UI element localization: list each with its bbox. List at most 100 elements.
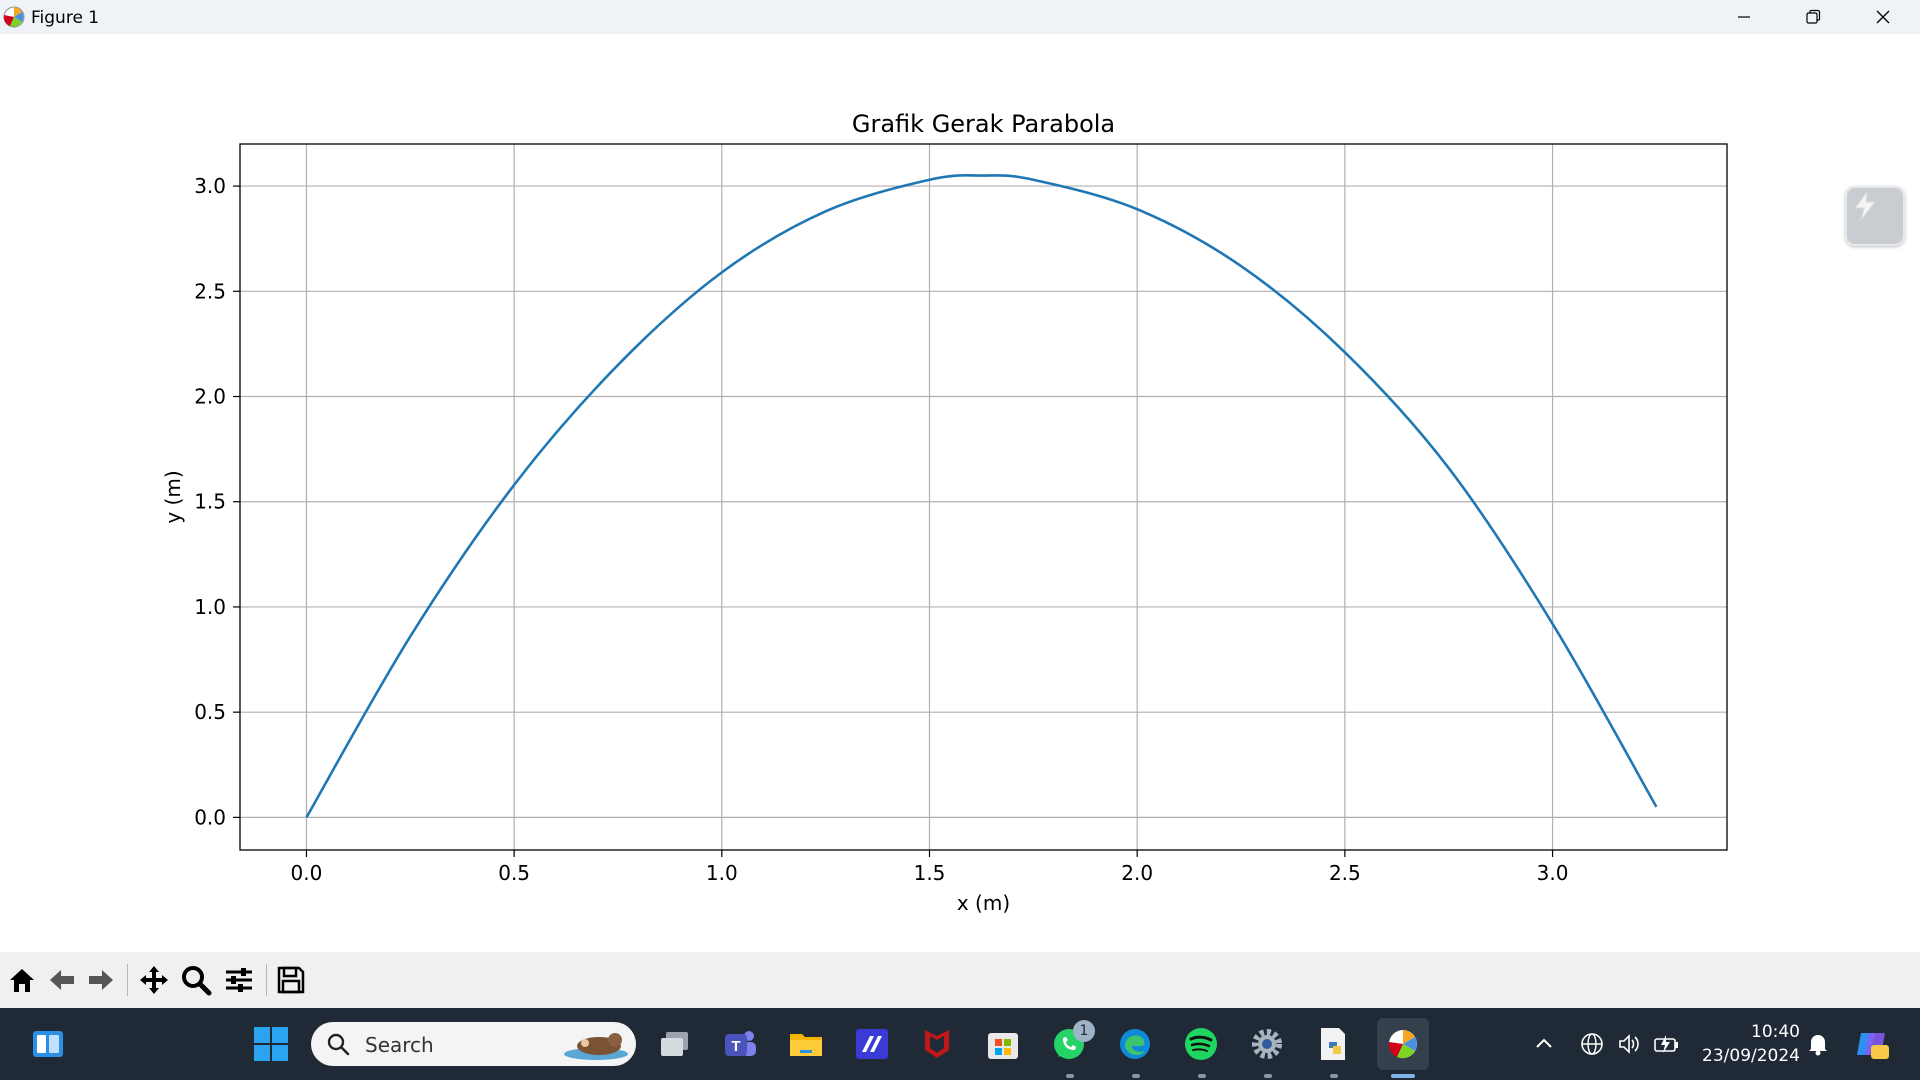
zoom-button[interactable] bbox=[178, 962, 214, 998]
running-indicator bbox=[1198, 1074, 1206, 1078]
copilot-button[interactable] bbox=[1850, 1008, 1894, 1080]
minimize-button[interactable] bbox=[1709, 0, 1779, 34]
forward-button[interactable] bbox=[83, 962, 119, 998]
running-indicator bbox=[1066, 1074, 1074, 1078]
y-tick-label: 2.5 bbox=[194, 279, 226, 303]
x-tick-label: 2.5 bbox=[1329, 861, 1361, 885]
back-button[interactable] bbox=[44, 962, 80, 998]
pan-button[interactable] bbox=[136, 962, 172, 998]
x-tick-label: 1.0 bbox=[706, 861, 738, 885]
x-tick-label: 2.0 bbox=[1121, 861, 1153, 885]
arrow-left-icon bbox=[50, 970, 74, 990]
running-indicator bbox=[1132, 1074, 1140, 1078]
save-button[interactable] bbox=[273, 962, 309, 998]
pen-app-button[interactable] bbox=[850, 1022, 894, 1066]
python-idle-button[interactable] bbox=[1311, 1022, 1355, 1066]
speaker-icon bbox=[1619, 1034, 1639, 1054]
close-icon bbox=[1876, 10, 1890, 24]
network-button[interactable] bbox=[1575, 1008, 1609, 1080]
widgets-button[interactable] bbox=[26, 1022, 70, 1066]
store-icon bbox=[988, 1033, 1018, 1059]
file-explorer-button[interactable] bbox=[784, 1022, 828, 1066]
y-tick-label: 1.5 bbox=[194, 490, 226, 514]
running-indicator bbox=[1264, 1074, 1272, 1078]
x-axis-label: x (m) bbox=[957, 891, 1010, 915]
clock-time: 10:40 bbox=[1751, 1022, 1800, 1042]
arrow-right-icon bbox=[89, 970, 113, 990]
spotify-icon bbox=[1185, 1028, 1217, 1060]
taskbar-search-box[interactable]: Search bbox=[311, 1022, 636, 1066]
toolbar-separator bbox=[127, 964, 128, 996]
matplotlib-app-icon bbox=[3, 6, 25, 28]
grid-lines bbox=[240, 144, 1727, 850]
toolbar-separator bbox=[266, 964, 267, 996]
restore-icon bbox=[1806, 9, 1821, 24]
start-button[interactable] bbox=[249, 1022, 293, 1066]
close-button[interactable] bbox=[1848, 0, 1918, 34]
matplotlib-figure-taskbar-button[interactable] bbox=[1377, 1018, 1429, 1070]
mcafee-button[interactable] bbox=[915, 1022, 959, 1066]
move-icon bbox=[140, 966, 168, 994]
y-tick-label: 0.5 bbox=[194, 700, 226, 724]
windows-logo-icon bbox=[254, 1027, 288, 1061]
show-hidden-icons-button[interactable] bbox=[1528, 1008, 1560, 1080]
python-file-icon bbox=[1321, 1028, 1345, 1060]
clock-date: 23/09/2024 bbox=[1702, 1046, 1800, 1066]
title-bar: Figure 1 bbox=[0, 0, 1920, 34]
battery-charging-icon bbox=[1654, 1035, 1678, 1053]
window-title: Figure 1 bbox=[31, 8, 100, 28]
store-button[interactable] bbox=[981, 1022, 1025, 1066]
battery-button[interactable] bbox=[1648, 1008, 1684, 1080]
shield-icon bbox=[925, 1030, 949, 1058]
y-tick-label: 3.0 bbox=[194, 174, 226, 198]
chart: 0.0 0.5 1.0 1.5 2.0 2.5 3.0 0.0 0.5 1.0 1.5 2.0 2.5 3… bbox=[161, 110, 1728, 915]
gear-icon bbox=[1252, 1029, 1282, 1059]
volume-button[interactable] bbox=[1612, 1008, 1646, 1080]
figure-toolbar bbox=[0, 952, 1920, 1008]
settings-button[interactable] bbox=[1245, 1022, 1289, 1066]
x-tick-label: 0.0 bbox=[291, 861, 323, 885]
spotify-button[interactable] bbox=[1179, 1022, 1223, 1066]
figure-canvas[interactable]: 0.0 0.5 1.0 1.5 2.0 2.5 3.0 0.0 0.5 1.0 1.5 2.0 2.5 3… bbox=[0, 34, 1920, 952]
trajectory-line bbox=[305, 174, 1658, 819]
task-view-icon bbox=[661, 1032, 688, 1056]
x-tick-label: 3.0 bbox=[1537, 861, 1569, 885]
edge-button[interactable] bbox=[1113, 1022, 1157, 1066]
edge-browser-icon bbox=[1120, 1029, 1150, 1059]
taskbar: Search T 1 bbox=[0, 1008, 1920, 1080]
search-label: Search bbox=[365, 1033, 434, 1057]
teams-icon: T bbox=[725, 1031, 756, 1056]
axes-frame bbox=[239, 143, 1728, 851]
y-tick-label: 2.0 bbox=[194, 385, 226, 409]
bell-icon bbox=[1809, 1035, 1827, 1056]
lightning-icon bbox=[1854, 190, 1877, 221]
globe-icon bbox=[1581, 1033, 1603, 1055]
y-axis-label: y (m) bbox=[161, 470, 185, 523]
copilot-icon bbox=[1857, 1033, 1889, 1059]
sliders-icon bbox=[226, 968, 252, 992]
x-tick-label: 1.5 bbox=[914, 861, 946, 885]
clock[interactable]: 10:40 23/09/2024 bbox=[1690, 1020, 1800, 1068]
active-indicator bbox=[1391, 1074, 1415, 1078]
running-indicator bbox=[1330, 1074, 1338, 1078]
restore-button[interactable] bbox=[1778, 0, 1848, 34]
home-button[interactable] bbox=[4, 962, 40, 998]
search-icon bbox=[327, 1033, 350, 1056]
chart-title: Grafik Gerak Parabola bbox=[852, 110, 1115, 138]
notifications-button[interactable] bbox=[1801, 1008, 1835, 1080]
axis-ticks: 0.0 0.5 1.0 1.5 2.0 2.5 3.0 0.0 0.5 1.0 1.5 2.0 2.5 3… bbox=[194, 174, 1568, 885]
home-icon bbox=[10, 969, 34, 992]
svg-text:T: T bbox=[731, 1038, 740, 1055]
x-tick-label: 0.5 bbox=[498, 861, 530, 885]
copilot-widget[interactable] bbox=[1845, 186, 1905, 246]
task-view-button[interactable] bbox=[653, 1022, 697, 1066]
otter-illustration-icon bbox=[564, 1033, 628, 1060]
configure-subplots-button[interactable] bbox=[221, 962, 257, 998]
chevron-up-icon bbox=[1536, 1038, 1552, 1048]
matplotlib-icon bbox=[1388, 1030, 1417, 1059]
teams-app-button[interactable]: T bbox=[718, 1022, 762, 1066]
y-tick-label: 1.0 bbox=[194, 595, 226, 619]
magnifier-icon bbox=[182, 966, 212, 996]
pen-app-icon bbox=[856, 1029, 888, 1059]
minimize-icon bbox=[1738, 16, 1750, 18]
